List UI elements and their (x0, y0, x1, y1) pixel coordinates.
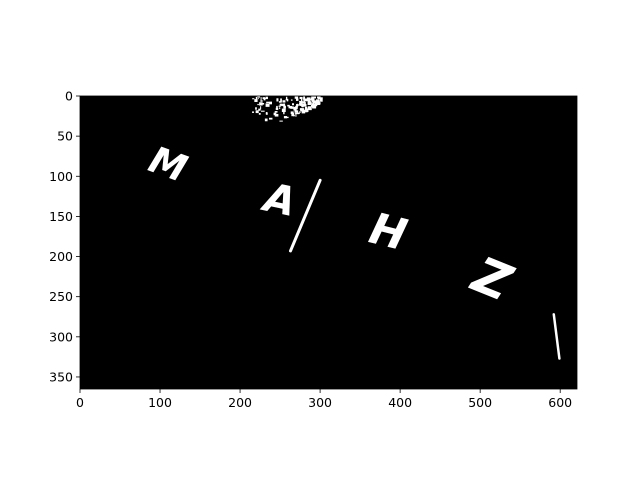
noise-speck (258, 98, 259, 99)
noise-speck (258, 109, 260, 111)
y-tick-label: 300 (49, 329, 73, 344)
noise-speck (286, 117, 289, 118)
noise-speck (287, 105, 289, 107)
noise-speck (276, 98, 278, 101)
noise-speck (266, 112, 268, 114)
noise-speck (292, 103, 294, 105)
noise-speck (318, 98, 322, 99)
noise-speck (260, 100, 262, 101)
noise-speck (296, 104, 299, 106)
x-tick-label: 200 (228, 395, 252, 410)
noise-speck (275, 111, 278, 113)
noise-speck (282, 109, 286, 112)
noise-speck (275, 114, 279, 117)
noise-speck (303, 98, 305, 101)
noise-speck (301, 105, 303, 107)
noise-speck (287, 99, 289, 102)
noise-speck (299, 111, 301, 113)
noise-speck (295, 96, 298, 98)
noise-speck (261, 97, 262, 100)
noise-speck (263, 97, 265, 99)
y-tick-label: 0 (65, 89, 73, 104)
noise-speck (311, 105, 313, 107)
x-tick-label: 300 (308, 395, 332, 410)
y-tick-label: 200 (49, 249, 73, 264)
noise-speck (296, 99, 298, 101)
noise-speck (259, 102, 263, 105)
noise-speck (276, 106, 278, 109)
noise-speck (280, 104, 281, 105)
y-tick-label: 50 (57, 129, 73, 144)
noise-speck (305, 99, 308, 102)
image-background (80, 96, 577, 389)
x-tick-label: 100 (148, 395, 172, 410)
noise-speck (282, 100, 285, 102)
noise-speck (291, 99, 293, 100)
x-axis: 0 100 200 300 400 500 600 (76, 389, 572, 410)
noise-speck (317, 96, 318, 98)
noise-speck (316, 103, 320, 105)
noise-speck (255, 107, 257, 109)
noise-speck (279, 106, 281, 107)
noise-speck (279, 107, 280, 109)
noise-speck (311, 98, 315, 101)
noise-speck (266, 97, 268, 99)
y-axis: 0 50 100 150 200 250 300 350 (49, 89, 80, 385)
y-tick-label: 100 (49, 169, 73, 184)
noise-speck (308, 102, 311, 105)
x-tick-label: 400 (388, 395, 412, 410)
noise-speck (305, 107, 307, 110)
noise-speck (265, 119, 268, 122)
noise-speck (295, 113, 299, 114)
y-tick-label: 350 (49, 369, 73, 384)
noise-speck (293, 108, 296, 111)
noise-speck (256, 110, 259, 113)
noise-speck (269, 118, 272, 120)
noise-speck (286, 99, 287, 100)
y-tick-label: 250 (49, 289, 73, 304)
noise-speck (279, 121, 282, 122)
noise-speck (259, 113, 261, 115)
y-tick-label: 150 (49, 209, 73, 224)
x-tick-label: 500 (468, 395, 492, 410)
noise-speck (299, 101, 302, 103)
noise-speck (255, 100, 257, 101)
noise-speck (295, 110, 299, 112)
noise-speck (279, 101, 282, 103)
noise-speck (257, 104, 258, 105)
noise-speck (304, 110, 307, 113)
x-tick-label: 0 (76, 395, 84, 410)
noise-speck (317, 100, 320, 103)
noise-speck (266, 102, 269, 103)
noise-speck (300, 109, 302, 111)
noise-speck (252, 111, 254, 113)
noise-speck (266, 103, 270, 106)
noise-speck (291, 113, 294, 116)
noise-speck (261, 111, 265, 112)
x-tick-label: 600 (548, 395, 572, 410)
noise-speck (283, 106, 286, 109)
noise-speck (269, 102, 272, 105)
noise-speck (308, 106, 311, 109)
noise-speck (252, 98, 254, 99)
noise-speck (256, 97, 257, 100)
